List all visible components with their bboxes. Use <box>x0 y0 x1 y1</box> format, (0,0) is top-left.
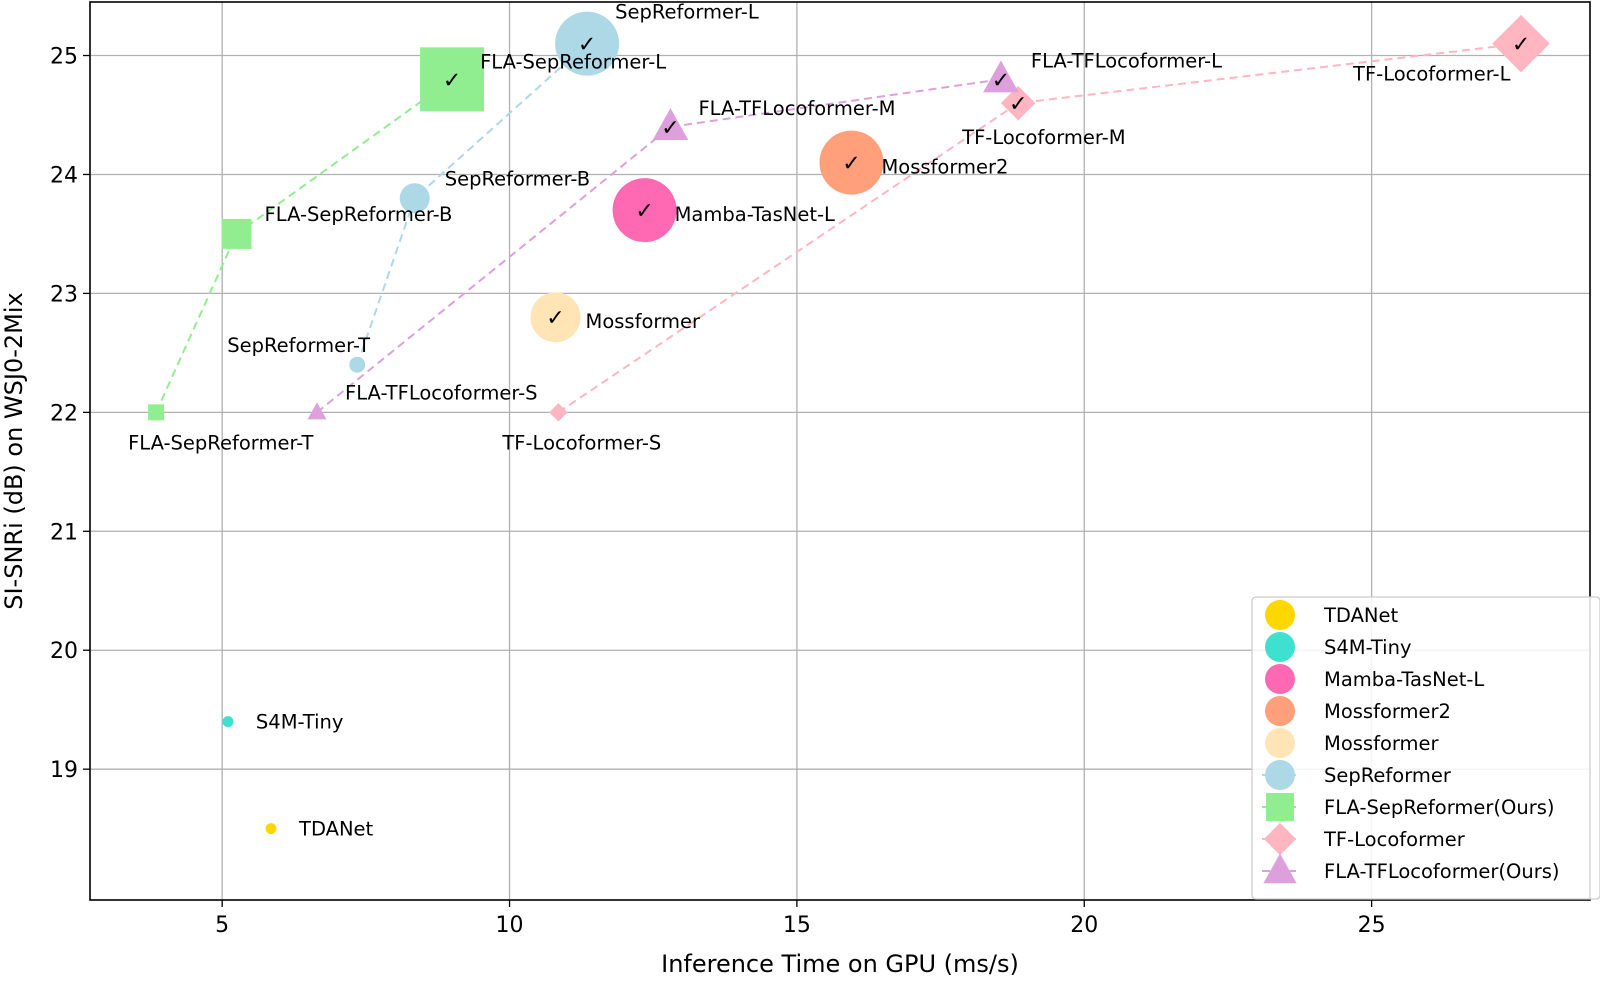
x-tick-label: 15 <box>783 913 811 938</box>
x-axis-title: Inference Time on GPU (ms/s) <box>661 950 1019 978</box>
point-label: FLA-TFLocoformer-M <box>698 97 895 120</box>
point-label: Mamba-TasNet-L <box>675 203 835 226</box>
series-line <box>155 78 453 413</box>
legend-label: FLA-TFLocoformer(Ours) <box>1324 860 1560 883</box>
legend-marker <box>1265 632 1295 662</box>
data-point <box>530 292 581 343</box>
point-labels: TDANet S4M-Tiny Mamba-TasNet-L Mossformer2 M… <box>128 1 1510 841</box>
data-point <box>1492 14 1550 73</box>
point-label: Mossformer2 <box>881 156 1008 179</box>
x-tick-label: 10 <box>496 913 524 938</box>
legend-label: Mamba-TasNet-L <box>1324 668 1484 691</box>
legend-marker <box>1265 728 1295 758</box>
point-label: TF-Locoformer-S <box>501 431 661 454</box>
point-label: SepReformer-B <box>445 167 590 190</box>
checkmark-icon: ✓ <box>842 152 860 177</box>
data-point <box>420 47 485 112</box>
legend-marker <box>1266 793 1294 821</box>
legend-label: FLA-SepReformer(Ours) <box>1324 796 1554 819</box>
axis-ticks: 5 10 15 20 25 19 20 21 22 23 24 25 <box>50 45 1386 938</box>
legend-label: Mossformer2 <box>1324 700 1451 723</box>
x-tick-label: 5 <box>215 913 229 938</box>
grid <box>90 2 1590 900</box>
point-label: SepReformer-L <box>615 1 759 24</box>
legend-marker <box>1265 664 1295 694</box>
checkmark-icon: ✓ <box>546 306 564 331</box>
legend-label: TF-Locoformer <box>1323 828 1466 851</box>
point-label: TDANet <box>298 818 374 841</box>
data-point <box>1000 85 1036 121</box>
series-line <box>316 78 1002 414</box>
y-tick-label: 20 <box>50 639 78 664</box>
data-point <box>221 218 252 249</box>
markers: ✓✓✓✓✓✓✓✓✓ <box>148 11 1550 835</box>
point-label: FLA-TFLocoformer-S <box>345 381 538 404</box>
point-label: S4M-Tiny <box>256 711 343 734</box>
data-point <box>983 60 1019 93</box>
data-point <box>399 183 430 214</box>
checkmark-icon: ✓ <box>1009 92 1027 117</box>
y-tick-label: 23 <box>50 282 78 307</box>
legend-box <box>1251 596 1600 900</box>
data-point <box>555 11 620 76</box>
data-point <box>265 823 277 835</box>
legend-marker <box>1265 600 1295 630</box>
point-label: SepReformer-T <box>227 334 370 357</box>
data-point <box>819 130 884 195</box>
y-tick-label: 24 <box>50 163 78 188</box>
legend-marker <box>1265 696 1295 726</box>
checkmark-icon: ✓ <box>661 116 679 141</box>
point-label: FLA-SepReformer-T <box>128 431 313 454</box>
y-axis-title: SI-SNRi (dB) on WSJ0-2Mix <box>0 292 28 610</box>
data-point <box>222 716 234 728</box>
legend-label: Mossformer <box>1324 732 1440 755</box>
data-point <box>349 356 366 373</box>
checkmark-icon: ✓ <box>1512 33 1530 58</box>
series-line <box>557 42 1522 414</box>
data-point <box>307 402 327 420</box>
legend: TDANet S4M-Tiny Mamba-TasNet-L Mossformer2 M… <box>1251 596 1600 900</box>
legend-marker <box>1265 760 1295 790</box>
legend-label: TDANet <box>1323 604 1399 627</box>
point-label: FLA-SepReformer-B <box>265 203 453 226</box>
point-label: Mossformer <box>586 310 702 333</box>
data-point <box>612 178 677 243</box>
y-tick-label: 19 <box>50 758 78 783</box>
point-label: FLA-SepReformer-L <box>480 50 666 73</box>
checkmark-icon: ✓ <box>443 68 461 93</box>
data-point <box>549 403 568 422</box>
x-tick-label: 20 <box>1070 913 1098 938</box>
point-label: TF-Locoformer-L <box>1352 63 1511 86</box>
plot-frame <box>89 1 1591 901</box>
checkmark-icon: ✓ <box>635 199 653 224</box>
point-label: FLA-TFLocoformer-L <box>1031 49 1222 72</box>
y-tick-label: 25 <box>50 45 78 70</box>
data-point <box>652 108 689 141</box>
y-tick-label: 22 <box>50 401 78 426</box>
legend-label: S4M-Tiny <box>1324 636 1411 659</box>
legend-marker <box>1263 822 1297 856</box>
checkmark-icon: ✓ <box>578 33 596 58</box>
legend-label: SepReformer <box>1324 764 1452 787</box>
data-point <box>148 404 165 421</box>
y-tick-label: 21 <box>50 520 78 545</box>
x-tick-label: 25 <box>1358 913 1386 938</box>
checkmark-icon: ✓ <box>992 68 1010 93</box>
legend-marker <box>1263 853 1297 884</box>
point-label: TF-Locoformer-M <box>961 126 1125 149</box>
